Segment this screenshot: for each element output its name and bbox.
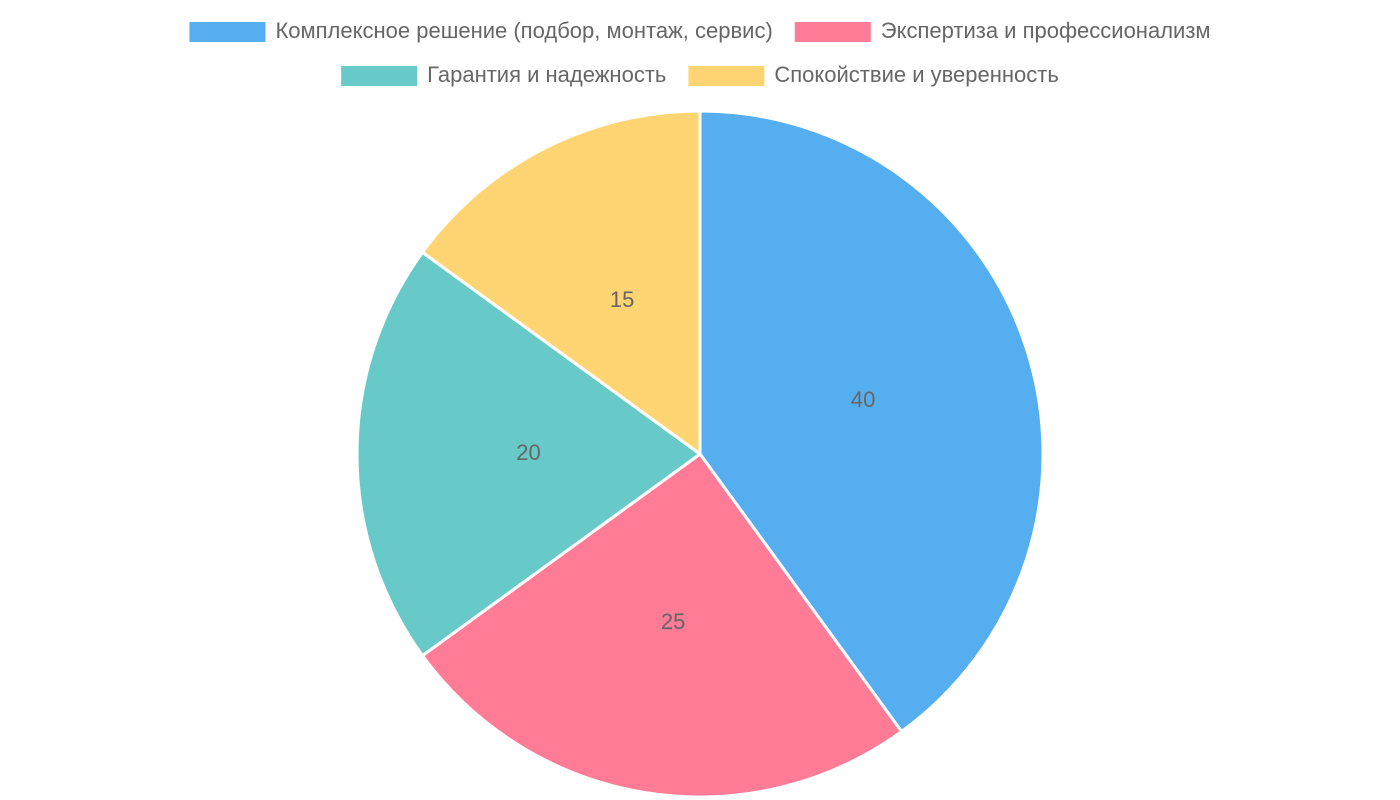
data-label: 25 [661, 609, 685, 634]
legend-label: Комплексное решение (подбор, монтаж, сер… [275, 18, 772, 43]
pie-slice [698, 109, 1045, 734]
legend-label: Гарантия и надежность [427, 62, 666, 87]
pie-slice [355, 250, 703, 658]
legend-swatch [794, 22, 871, 42]
data-label: 15 [610, 287, 634, 312]
legend-item: Спокойствие и уверенность [688, 62, 1059, 87]
legend-item: Гарантия и надежность [341, 62, 666, 87]
pie-slice [420, 109, 702, 457]
data-label: 40 [851, 387, 875, 412]
legend-swatch [688, 66, 765, 86]
legend-label: Спокойствие и уверенность [774, 62, 1058, 87]
legend-item: Комплексное решение (подбор, монтаж, сер… [189, 18, 773, 43]
legend-swatch [341, 66, 418, 86]
legend-swatch [189, 22, 266, 42]
legend-item: Экспертиза и профессионализм [794, 18, 1211, 43]
data-label: 20 [516, 440, 540, 465]
pie-slice [420, 451, 904, 799]
legend-label: Экспертиза и профессионализм [881, 18, 1211, 43]
